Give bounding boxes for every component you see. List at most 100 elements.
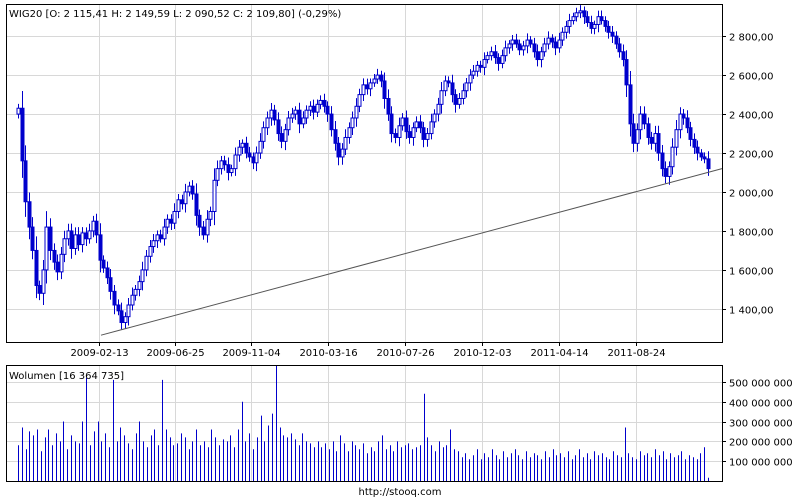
- candle-body: [699, 152, 704, 158]
- candle: [688, 121, 693, 147]
- candle: [436, 97, 441, 122]
- candle: [297, 102, 302, 134]
- candle: [123, 312, 128, 329]
- candle-body: [695, 146, 700, 154]
- candle-body: [350, 117, 355, 129]
- candle: [606, 20, 611, 39]
- candle-body: [140, 269, 145, 283]
- candle: [585, 11, 590, 27]
- candle: [237, 139, 242, 162]
- candle: [183, 183, 188, 213]
- candle-body: [333, 129, 338, 144]
- candle: [233, 147, 238, 176]
- candle: [116, 299, 121, 316]
- candle-body: [557, 39, 562, 49]
- price-x-tick-label: 2010-12-03: [453, 348, 511, 359]
- candle: [400, 113, 405, 131]
- candle: [532, 37, 537, 58]
- candle: [446, 76, 451, 88]
- candle: [635, 123, 640, 152]
- candle-body: [393, 133, 398, 138]
- candle: [172, 203, 177, 230]
- candle: [265, 111, 270, 136]
- candle-body: [414, 121, 419, 129]
- candle: [699, 149, 704, 161]
- candle-body: [130, 294, 135, 306]
- candle: [642, 106, 647, 130]
- candle-body: [172, 210, 177, 224]
- candle-body: [621, 51, 626, 61]
- price-y-tick-label: 1 600,00: [729, 267, 774, 278]
- candle-body: [617, 43, 622, 53]
- candle-body: [457, 98, 462, 105]
- candle-body: [642, 113, 647, 125]
- candle: [279, 126, 284, 149]
- candle-body: [397, 125, 402, 138]
- candle: [617, 37, 622, 58]
- candle-body: [27, 201, 32, 228]
- candle: [482, 52, 487, 76]
- candle-body: [539, 51, 544, 61]
- candle: [514, 33, 519, 48]
- candle: [34, 236, 39, 299]
- candle: [685, 110, 690, 134]
- candle: [133, 285, 138, 301]
- candle-body: [176, 199, 181, 212]
- candle-body: [635, 129, 640, 144]
- candle-body: [535, 51, 540, 61]
- price-y-axis: 1 400,00 1 600,00 1 800,00 2 000,00 2 200,00…: [722, 33, 774, 317]
- candle: [571, 12, 576, 25]
- candle: [624, 50, 629, 98]
- price-y-tick-label: 1 800,00: [729, 228, 774, 239]
- candle: [414, 116, 419, 133]
- candle-body: [628, 84, 633, 125]
- volume-y-tick-label: 400 000 000: [729, 399, 793, 410]
- candle-body: [404, 117, 409, 133]
- candle-body: [119, 310, 124, 324]
- candle: [692, 133, 697, 155]
- candle-body: [375, 74, 380, 80]
- candle-body: [34, 249, 39, 287]
- candle: [578, 5, 583, 19]
- candle-body: [162, 226, 167, 240]
- candle: [194, 183, 199, 226]
- candle-body: [421, 127, 426, 140]
- volume-panel-frame: [6, 365, 723, 482]
- candle: [357, 88, 362, 113]
- candle-body: [343, 136, 348, 150]
- candle-body: [354, 105, 359, 119]
- candle: [681, 109, 686, 125]
- volume-y-tick-label: 500 000 000: [729, 379, 793, 390]
- candle-body: [59, 253, 64, 273]
- candle-body: [478, 64, 483, 68]
- candle: [592, 20, 597, 35]
- candle-body: [301, 117, 306, 125]
- candle: [678, 107, 683, 139]
- candle-body: [237, 146, 242, 156]
- candle: [582, 6, 587, 24]
- candle: [301, 111, 306, 129]
- candle: [23, 145, 28, 217]
- candle: [20, 91, 25, 178]
- candle-body: [603, 20, 608, 27]
- candle-body: [197, 214, 202, 228]
- candle: [421, 121, 426, 148]
- candle-body: [660, 152, 665, 170]
- volume-y-tick-label: 300 000 000: [729, 419, 793, 430]
- candle: [343, 129, 348, 155]
- candle: [347, 122, 352, 144]
- candle: [656, 125, 661, 161]
- candle: [674, 120, 679, 156]
- candle-body: [532, 43, 537, 53]
- candle-body: [254, 152, 259, 164]
- candle: [119, 302, 124, 330]
- candle: [197, 209, 202, 236]
- candle-body: [670, 146, 675, 168]
- price-y-tick-label: 2 200,00: [729, 150, 774, 161]
- candle: [560, 27, 565, 46]
- candle-body: [432, 113, 437, 123]
- candle: [329, 106, 334, 137]
- candle-body: [322, 99, 327, 107]
- candle: [229, 164, 234, 177]
